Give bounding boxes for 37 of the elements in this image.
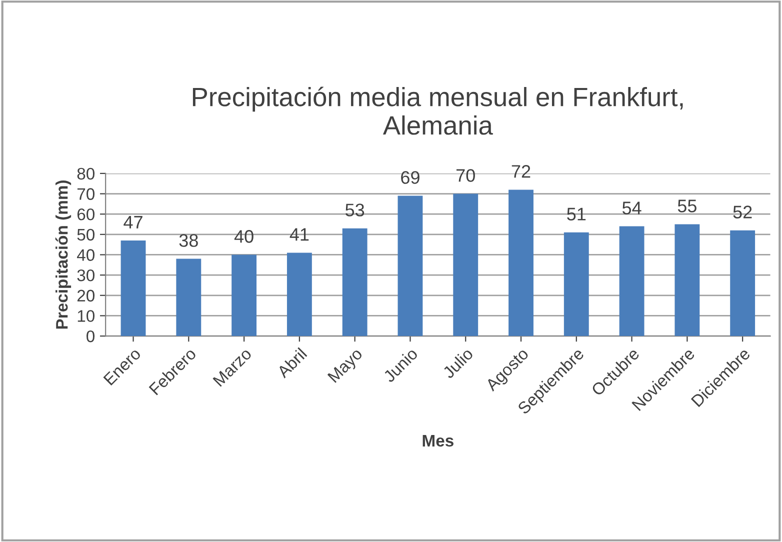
data-label: 69 xyxy=(401,171,420,184)
data-label: 55 xyxy=(678,200,696,212)
y-tick-label: 30 xyxy=(77,269,95,282)
bar xyxy=(508,190,534,336)
bar xyxy=(120,240,146,336)
y-tick-label: 10 xyxy=(78,310,95,322)
bar xyxy=(232,254,257,336)
bar xyxy=(176,258,202,336)
y-tick-label: 0 xyxy=(86,330,94,342)
y-tick-label: 40 xyxy=(77,249,95,261)
bar xyxy=(286,252,312,336)
data-label: 53 xyxy=(346,204,364,216)
data-label: 47 xyxy=(124,216,142,228)
y-tick-label: 20 xyxy=(77,290,95,302)
data-label: 41 xyxy=(290,228,309,241)
data-label: 70 xyxy=(456,169,475,182)
bar xyxy=(398,196,423,336)
data-label: 72 xyxy=(512,165,530,178)
x-tick-label: Julio xyxy=(442,346,474,380)
x-axis-title: Mes xyxy=(422,434,454,447)
data-label: 51 xyxy=(567,208,586,220)
y-axis-title: Precipitación (mm) xyxy=(55,180,72,329)
bar xyxy=(342,228,368,336)
data-label: 40 xyxy=(234,230,254,243)
y-tick-label: 70 xyxy=(77,188,95,200)
bar xyxy=(564,232,589,336)
y-tick-label: 60 xyxy=(77,208,95,220)
y-tick-label: 80 xyxy=(77,168,95,180)
data-label: 52 xyxy=(733,206,752,218)
bar xyxy=(730,230,756,336)
data-label: 54 xyxy=(622,202,642,214)
data-label: 38 xyxy=(179,234,198,247)
y-tick-label: 50 xyxy=(77,228,95,241)
chart-title: Precipitación media mensual en Frankfurt, Alemania xyxy=(192,86,683,135)
bar xyxy=(674,224,700,336)
bar xyxy=(453,194,478,336)
bar xyxy=(619,226,644,336)
